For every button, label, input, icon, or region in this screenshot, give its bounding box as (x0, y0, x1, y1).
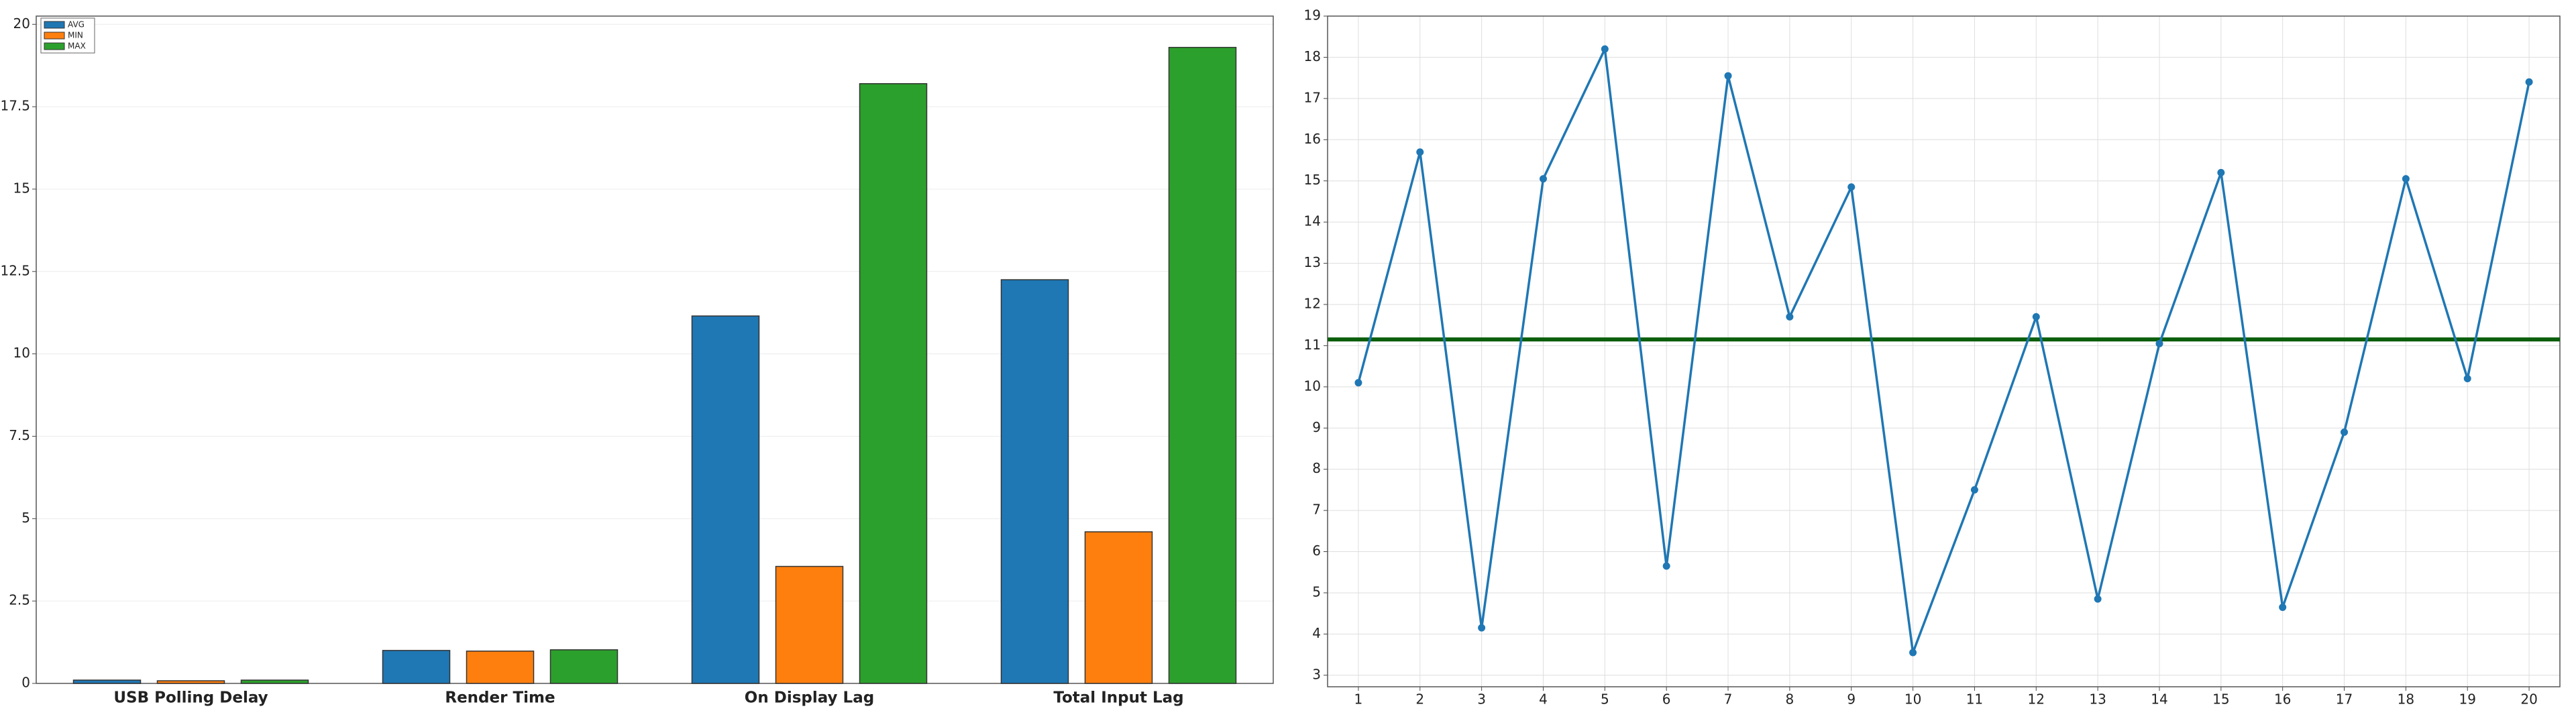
y-tick-label: 19 (1304, 7, 1321, 23)
bar (1000, 279, 1069, 684)
point (1847, 183, 1856, 191)
x-tick-label: 18 (2398, 691, 2414, 708)
line (1357, 44, 2530, 653)
x-tick-label: 1 (1354, 691, 1363, 708)
legend-label: AVG (68, 20, 85, 30)
bar (1168, 46, 1237, 684)
point (1909, 649, 1917, 657)
point (2525, 78, 2533, 86)
y-tick-label: 17.5 (0, 98, 30, 114)
bar (382, 650, 451, 684)
point (2094, 595, 2102, 603)
y-tick-label: 9 (1312, 419, 1321, 435)
x-tick-label: 9 (1847, 691, 1856, 708)
point (2217, 168, 2225, 176)
point (2279, 603, 2287, 611)
x-tick-label: 16 (2274, 691, 2291, 708)
y-tick-label: 8 (1312, 460, 1321, 476)
y-tick-label: 4 (1312, 625, 1321, 641)
bar (72, 679, 142, 684)
y-tick-label: 0 (21, 675, 30, 691)
legend-swatch (44, 32, 65, 40)
bar (775, 565, 844, 684)
point (2402, 175, 2410, 183)
point (1786, 313, 1794, 321)
x-tick-label: 14 (2151, 691, 2167, 708)
y-tick-label: 12.5 (0, 262, 30, 278)
y-tick-label: 7.5 (9, 427, 30, 443)
x-tick-label: USB Polling Delay (113, 689, 268, 707)
y-tick-label: 13 (1304, 254, 1321, 270)
point (1354, 379, 1362, 387)
x-tick-label: 5 (1601, 691, 1609, 708)
y-tick-label: 2.5 (9, 592, 30, 608)
x-tick-label: 15 (2212, 691, 2229, 708)
y-tick-label: 16 (1304, 131, 1321, 147)
y-tick-label: 7 (1312, 502, 1321, 518)
point (2155, 339, 2163, 347)
x-tick-label: 6 (1662, 691, 1671, 708)
point (2463, 375, 2471, 383)
x-tick-label: 2 (1415, 691, 1424, 708)
y-tick-label: 12 (1304, 295, 1321, 311)
plot-frame (1327, 15, 2561, 687)
x-tick-label: 13 (2089, 691, 2106, 708)
y-tick-label: 15 (1304, 172, 1321, 188)
x-tick-label: 10 (1904, 691, 1921, 708)
point (1601, 45, 1609, 53)
point (1416, 148, 1424, 156)
bar (691, 315, 760, 684)
x-tick-label: 4 (1539, 691, 1548, 708)
point (1478, 624, 1486, 632)
x-tick-label: Total Input Lag (1053, 689, 1183, 707)
y-tick-label: 5 (1312, 583, 1321, 600)
x-tick-label: 12 (2028, 691, 2045, 708)
y-tick-label: 17 (1304, 89, 1321, 105)
y-tick-label: 5 (21, 510, 30, 526)
x-tick-label: 7 (1724, 691, 1733, 708)
legend-label: MIN (68, 31, 83, 40)
y-tick-label: 20 (13, 15, 30, 32)
plot-frame (36, 15, 1274, 684)
legend-swatch (44, 21, 65, 29)
legend-swatch (44, 42, 65, 50)
y-tick-label: 11 (1304, 337, 1321, 353)
bar (466, 651, 535, 684)
x-tick-label: 20 (2520, 691, 2537, 708)
bar (859, 82, 928, 684)
point (1539, 175, 1547, 183)
point (1662, 562, 1670, 570)
x-tick-label: 17 (2336, 691, 2353, 708)
bar (156, 680, 225, 684)
x-tick-label: 8 (1786, 691, 1794, 708)
x-tick-label: 11 (1966, 691, 1983, 708)
point (1724, 72, 1732, 80)
y-tick-label: 18 (1304, 48, 1321, 64)
legend-label: MAX (68, 42, 86, 51)
y-tick-label: 14 (1304, 213, 1321, 229)
y-tick-label: 10 (13, 345, 30, 361)
bar (240, 679, 309, 684)
bar (1084, 531, 1153, 684)
point (2341, 428, 2349, 436)
point (1970, 486, 1978, 494)
x-tick-label: 3 (1477, 691, 1486, 708)
y-tick-label: 10 (1304, 378, 1321, 394)
x-tick-label: 19 (2459, 691, 2475, 708)
bar (549, 649, 619, 684)
y-tick-label: 3 (1312, 666, 1321, 682)
y-tick-label: 15 (13, 180, 30, 196)
point (2032, 313, 2040, 321)
x-tick-label: On Display Lag (745, 689, 874, 707)
x-tick-label: Render Time (445, 689, 555, 707)
y-tick-label: 6 (1312, 543, 1321, 559)
